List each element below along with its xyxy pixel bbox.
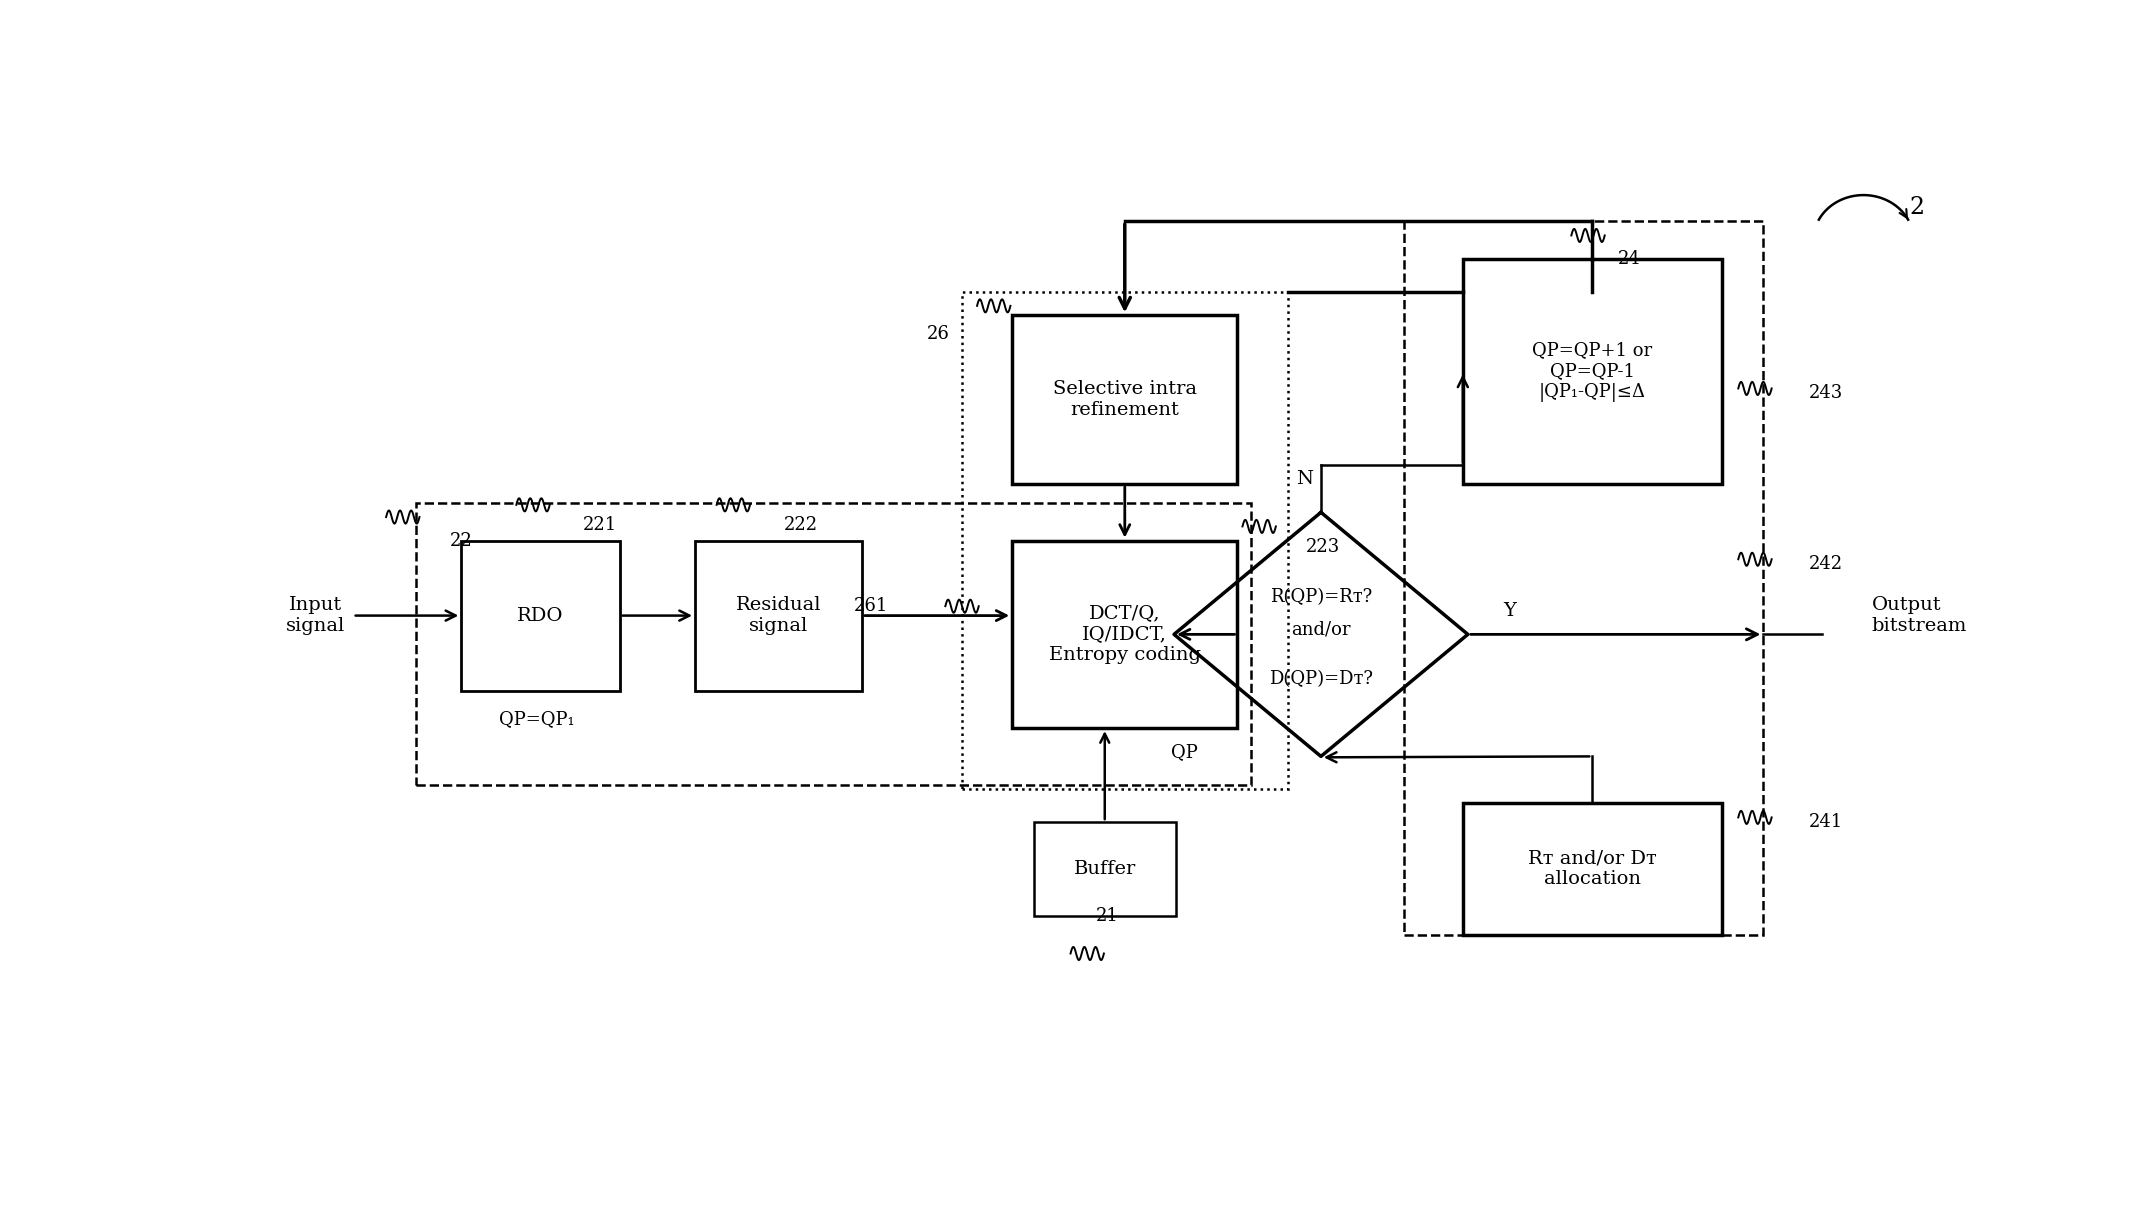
Text: DCT/Q,
IQ/IDCT,
Entropy coding: DCT/Q, IQ/IDCT, Entropy coding (1049, 605, 1200, 664)
Text: 243: 243 (1809, 384, 1842, 402)
Text: 241: 241 (1809, 813, 1842, 831)
Text: QP: QP (1170, 742, 1198, 761)
Text: 221: 221 (584, 517, 618, 534)
Text: 261: 261 (853, 597, 887, 616)
FancyBboxPatch shape (1034, 822, 1176, 915)
FancyBboxPatch shape (1012, 316, 1239, 484)
Text: Rᴛ and/or Dᴛ
allocation: Rᴛ and/or Dᴛ allocation (1527, 850, 1656, 889)
Text: Output
bitstream: Output bitstream (1872, 596, 1967, 635)
Text: 21: 21 (1096, 907, 1118, 925)
Text: 26: 26 (926, 325, 950, 343)
FancyBboxPatch shape (1463, 258, 1721, 484)
Text: 24: 24 (1618, 250, 1641, 268)
Text: 2: 2 (1908, 196, 1924, 218)
Text: QP=QP₁: QP=QP₁ (498, 709, 575, 728)
Text: and/or: and/or (1290, 620, 1351, 639)
Text: N: N (1297, 471, 1312, 489)
Text: R(QP)=Rᴛ?: R(QP)=Rᴛ? (1271, 588, 1372, 606)
Text: RDO: RDO (517, 607, 564, 624)
Text: 222: 222 (784, 517, 819, 534)
Text: 223: 223 (1305, 538, 1340, 556)
Text: Residual
signal: Residual signal (737, 596, 821, 635)
FancyBboxPatch shape (1463, 803, 1721, 935)
FancyBboxPatch shape (1012, 540, 1239, 728)
FancyBboxPatch shape (696, 540, 862, 691)
Text: Buffer: Buffer (1073, 861, 1135, 878)
FancyBboxPatch shape (461, 540, 620, 691)
Text: QP=QP+1 or
QP=QP-1
|QP₁-QP|≤Δ: QP=QP+1 or QP=QP-1 |QP₁-QP|≤Δ (1531, 341, 1652, 402)
Text: D(QP)=Dᴛ?: D(QP)=Dᴛ? (1269, 670, 1372, 689)
Text: 22: 22 (450, 531, 472, 550)
Text: Input
signal: Input signal (286, 596, 345, 635)
Text: 242: 242 (1809, 555, 1842, 573)
Text: Selective intra
refinement: Selective intra refinement (1053, 380, 1198, 419)
Text: Y: Y (1503, 602, 1516, 620)
